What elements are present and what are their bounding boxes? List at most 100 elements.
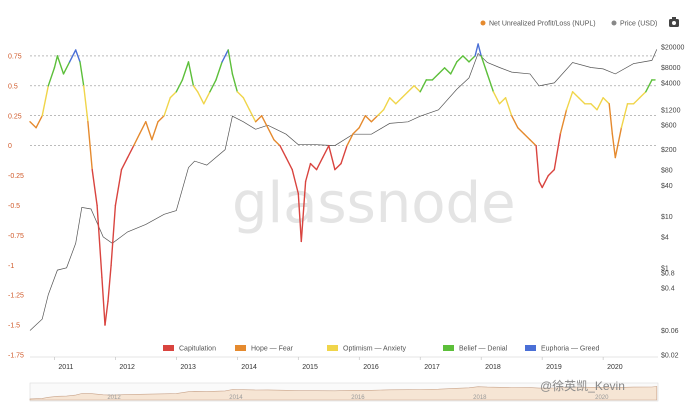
right-tick-label: $1200: [661, 107, 681, 114]
nupl-segment: [120, 156, 129, 171]
top-legend[interactable]: Net Unrealized Profit/Loss (NUPL) Price …: [480, 20, 658, 28]
nupl-segment: [53, 55, 59, 69]
nupl-segment: [443, 67, 452, 75]
nupl-segment: [535, 144, 540, 183]
nupl-segment: [571, 91, 580, 99]
nupl-segment: [261, 115, 269, 129]
right-tick-label: $1: [661, 265, 669, 272]
nupl-segment: [79, 61, 85, 87]
nupl-segment: [614, 126, 623, 159]
nupl-segment: [47, 67, 56, 87]
nupl-segment: [169, 91, 178, 99]
time-navigator[interactable]: 2012 2014 2016 2018 2020: [29, 382, 659, 402]
x-tick-label: 2016: [363, 364, 379, 371]
nupl-segment: [74, 49, 81, 63]
nupl-segment: [267, 126, 275, 141]
legend-price-label: Price (USD): [620, 21, 657, 28]
nupl-segment: [273, 138, 281, 147]
nupl-segment: [547, 168, 555, 177]
left-tick-label: -1: [8, 263, 14, 270]
zone-label: Euphoria — Greed: [541, 346, 599, 353]
zone-label: Hope — Fear: [251, 346, 294, 353]
left-tick-label: 0.5: [8, 83, 18, 90]
nupl-segment: [596, 97, 604, 111]
nupl-segment: [41, 85, 49, 117]
nupl-segment: [242, 97, 251, 111]
nupl-segment: [236, 91, 245, 99]
left-tick-label: 0.75: [8, 53, 22, 60]
nupl-segment: [450, 61, 458, 75]
zone-legend[interactable]: Capitulation Hope — Fear Optimism — Anxiet…: [163, 345, 599, 353]
watermark: glassnode: [232, 171, 516, 236]
nupl-segment: [145, 120, 153, 141]
nupl-segment: [132, 132, 141, 147]
x-tick-label: 2018: [485, 364, 501, 371]
legend-nupl-label: Net Unrealized Profit/Loss (NUPL): [489, 21, 596, 28]
nupl-segment: [578, 97, 586, 105]
nupl-segment: [254, 115, 263, 123]
x-tick-label: 2012: [119, 364, 135, 371]
left-axis: 0.75 0.5 0.25 0 -0.25 -0.5 -0.75 -1 -1.25 -1.5 -1.…: [8, 53, 24, 359]
nupl-segment: [511, 115, 519, 129]
nupl-segment: [203, 91, 211, 105]
nupl-segment: [611, 132, 616, 159]
nupl-segment: [541, 174, 549, 189]
nupl-segment: [29, 120, 37, 129]
x-axis: 2011 2012 2013 2014 2015 2016 2017 2018 2019 2020: [30, 356, 658, 371]
nupl-segment: [248, 109, 257, 123]
nupl-segment: [181, 61, 190, 81]
nupl-segment: [285, 156, 293, 171]
zone-label: Optimism — Anxiety: [343, 346, 407, 353]
nupl-segment: [517, 126, 525, 135]
nupl-segment: [340, 144, 348, 165]
navigator-tick-label: 2016: [351, 395, 365, 401]
nupl-segment: [364, 115, 373, 123]
nupl-segment: [620, 103, 629, 129]
x-tick-label: 2011: [58, 364, 73, 371]
navigator-price-line: [29, 386, 658, 401]
nupl-segment: [474, 43, 479, 57]
x-tick-label: 2017: [424, 364, 440, 371]
nupl-segment: [107, 264, 112, 302]
nupl-segment: [138, 120, 147, 135]
zone-label: Capitulation: [179, 346, 216, 353]
nupl-segment: [486, 73, 495, 93]
nupl-segment: [297, 192, 302, 243]
nupl-segment: [395, 97, 403, 105]
nupl-segment: [87, 120, 93, 171]
left-tick-label: -0.75: [8, 233, 24, 240]
nupl-segment: [196, 91, 205, 105]
nupl-segment: [639, 91, 647, 99]
nupl-segment: [523, 132, 531, 141]
nupl-segment: [96, 204, 103, 278]
nupl-segment: [175, 79, 184, 93]
left-tick-label: -1.25: [8, 293, 24, 300]
nupl-segment: [376, 109, 385, 117]
camera-icon[interactable]: [669, 17, 679, 27]
left-tick-label: 0: [8, 143, 12, 150]
zone-swatch: [525, 345, 536, 351]
nupl-segment: [401, 91, 409, 99]
x-tick-label: 2013: [180, 364, 196, 371]
credit-watermark: @徐英凯_Kevin: [540, 378, 625, 393]
nupl-segment: [110, 204, 117, 266]
left-tick-label: -0.5: [8, 203, 20, 210]
nupl-segment: [315, 156, 324, 171]
nupl-segment: [389, 97, 397, 105]
x-tick-label: 2015: [302, 364, 318, 371]
right-tick-label: $4: [661, 234, 669, 241]
nupl-segment: [370, 115, 379, 123]
right-tick-label: $10: [661, 214, 673, 221]
nupl-segment: [407, 85, 415, 93]
nupl-segment: [62, 61, 71, 75]
nupl-segment: [456, 55, 464, 63]
left-tick-label: -1.5: [8, 323, 20, 330]
nupl-segment: [492, 91, 501, 105]
nupl-segment: [645, 79, 653, 93]
nupl-segment: [304, 162, 312, 183]
nupl-segment: [322, 144, 330, 159]
nupl-segment: [291, 168, 299, 195]
nupl-segment: [498, 97, 507, 105]
zone-label: Belief — Denial: [459, 346, 508, 353]
